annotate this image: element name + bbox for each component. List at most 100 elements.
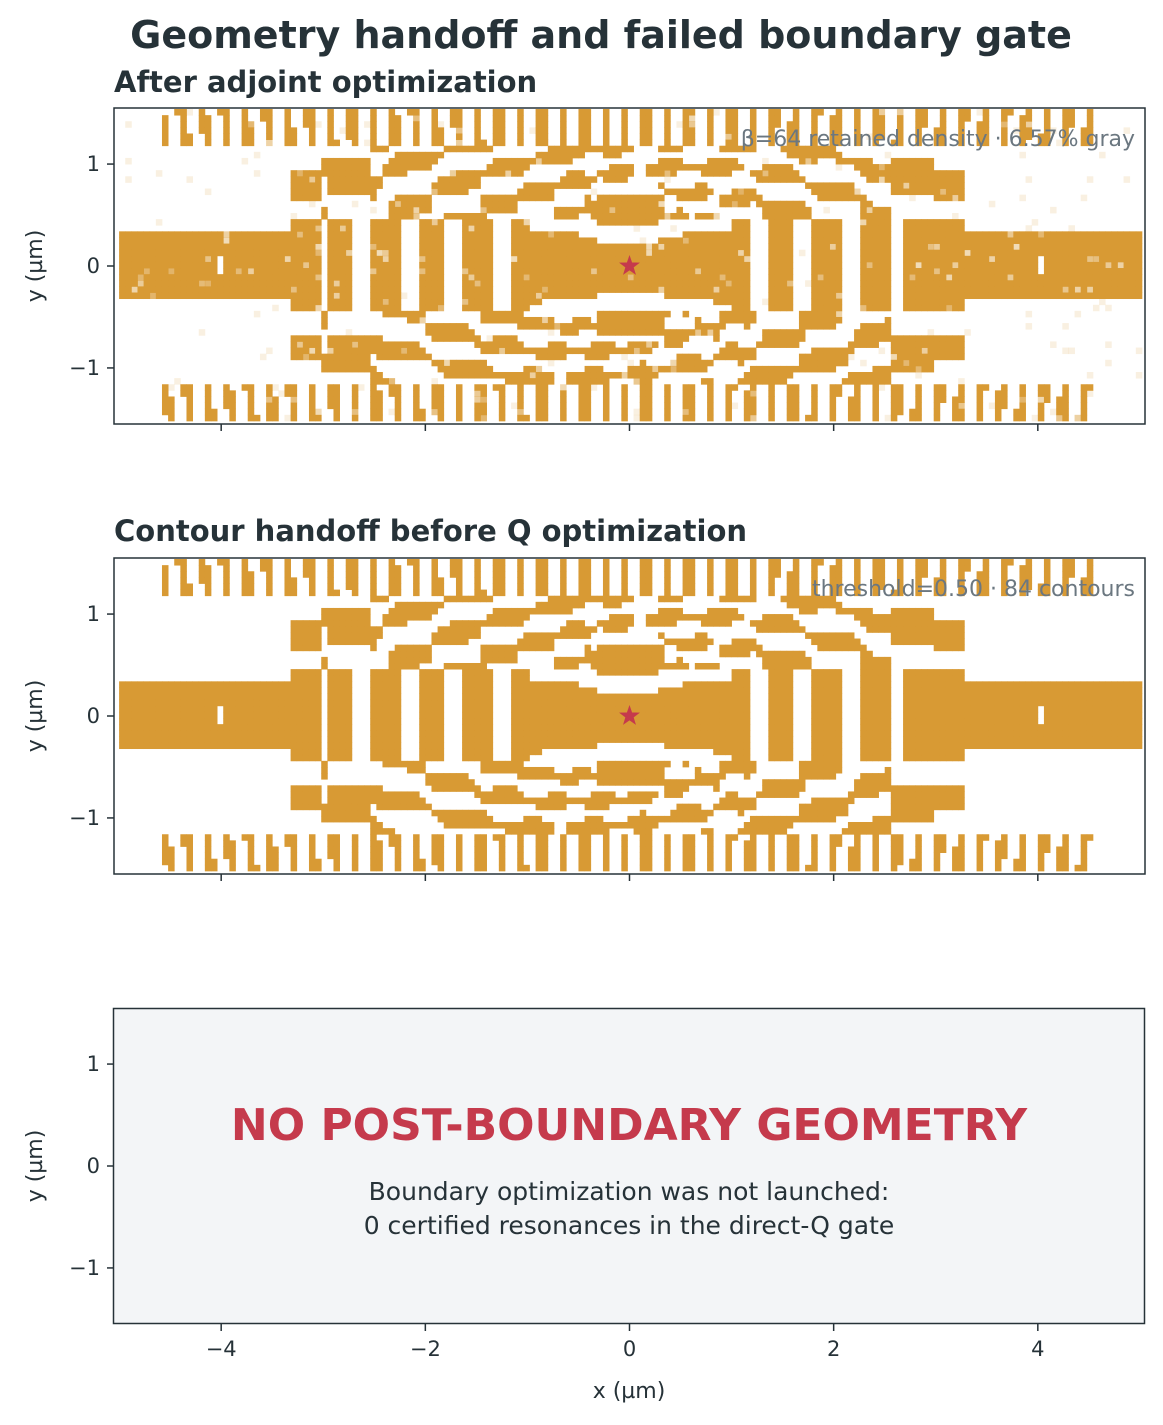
- geometry-cell: [676, 237, 683, 244]
- geometry-cell: [737, 194, 745, 202]
- geometry-cell: [345, 620, 353, 627]
- geometry-cell: [560, 133, 567, 140]
- geometry-cell: [259, 681, 267, 688]
- geometry-cell: [731, 109, 739, 116]
- geometry-cell: [903, 353, 910, 361]
- geometry-cell: [670, 286, 677, 293]
- geometry-cell: [370, 115, 377, 122]
- geometry-cell: [1074, 255, 1082, 263]
- geometry-cell: [406, 656, 414, 664]
- geometry-cell: [915, 292, 922, 300]
- geometry-cell: [229, 286, 236, 293]
- geometry-cell: [272, 304, 279, 312]
- geometry-cell: [302, 121, 310, 128]
- geometry-cell: [854, 127, 861, 134]
- geometry-cell: [872, 323, 879, 330]
- geometry-cell: [915, 280, 922, 287]
- geometry-cell: [768, 408, 775, 416]
- geometry-cell: [578, 139, 585, 147]
- geometry-cell: [388, 760, 396, 768]
- geometry-cell: [939, 109, 947, 116]
- geometry-cell: [119, 255, 126, 263]
- geometry-cell: [829, 151, 837, 159]
- geometry-cell: [884, 243, 892, 251]
- geometry-cell: [376, 280, 383, 287]
- geometry-cell: [835, 115, 843, 122]
- geometry-cell: [376, 754, 383, 762]
- geometry-cell: [253, 261, 261, 269]
- geometry-cell: [382, 292, 389, 300]
- geometry-cell: [958, 280, 965, 287]
- geometry-cell: [958, 378, 965, 385]
- geometry-cell: [155, 249, 163, 257]
- geometry-cell: [725, 384, 732, 391]
- geometry-cell: [933, 335, 941, 342]
- geometry-cell: [676, 121, 683, 128]
- geometry-cell: [413, 414, 420, 422]
- geometry-cell: [235, 261, 242, 269]
- geometry-cell: [872, 268, 879, 275]
- geometry-cell: [339, 292, 347, 300]
- geometry-cell: [345, 188, 353, 196]
- geometry-cell: [431, 329, 438, 336]
- geometry-cell: [370, 711, 377, 719]
- geometry-cell: [811, 268, 818, 275]
- geometry-cell: [1019, 127, 1026, 134]
- geometry-cell: [713, 286, 720, 293]
- geometry-cell: [768, 255, 775, 263]
- geometry-cell: [676, 335, 683, 342]
- geometry-cell: [161, 231, 169, 238]
- geometry-cell: [480, 225, 487, 232]
- geometry-cell: [345, 237, 353, 244]
- geometry-cell: [241, 127, 249, 134]
- binary-geometry: [119, 559, 1143, 872]
- geometry-cell: [462, 286, 469, 293]
- geometry-cell: [651, 268, 659, 275]
- geometry-cell: [762, 365, 769, 373]
- geometry-cell: [915, 219, 922, 226]
- geometry-cell: [125, 711, 132, 719]
- geometry-cell: [290, 274, 298, 281]
- geometry-cell: [443, 365, 451, 373]
- geometry-cell: [1050, 408, 1057, 416]
- geometry-cell: [400, 601, 408, 609]
- geometry-cell: [345, 632, 353, 639]
- geometry-cell: [480, 402, 487, 410]
- geometry-cell: [229, 736, 236, 743]
- geometry-cell: [737, 268, 745, 275]
- geometry-cell: [308, 705, 316, 713]
- geometry-cell: [688, 353, 696, 361]
- geometry-cell: [474, 255, 481, 263]
- geometry-cell: [517, 408, 524, 416]
- geometry-cell: [327, 736, 334, 743]
- geometry-cell: [860, 225, 867, 232]
- geometry-cell: [651, 323, 659, 330]
- geometry-cell: [290, 705, 298, 713]
- geometry-cell: [143, 681, 151, 688]
- geometry-cell: [725, 109, 732, 116]
- geometry-cell: [284, 724, 291, 731]
- geometry-cell: [474, 292, 481, 300]
- geometry-cell: [639, 359, 647, 367]
- geometry-cell: [774, 164, 781, 171]
- geometry-cell: [431, 632, 438, 639]
- geometry-cell: [437, 274, 445, 281]
- geometry-cell: [1068, 249, 1075, 257]
- geometry-cell: [1050, 127, 1057, 134]
- geometry-cell: [339, 797, 347, 805]
- geometry-cell: [431, 304, 438, 312]
- geometry-cell: [394, 353, 402, 361]
- geometry-cell: [333, 304, 340, 312]
- geometry-cell: [945, 304, 953, 312]
- geometry-cell: [394, 127, 402, 134]
- geometry-cell: [302, 194, 310, 202]
- geometry-cell: [235, 249, 242, 257]
- geometry-cell: [878, 219, 886, 226]
- geometry-cell: [223, 583, 230, 590]
- geometry-cell: [425, 261, 432, 269]
- geometry-cell: [590, 353, 598, 361]
- geometry-cell: [192, 705, 200, 713]
- geometry-cell: [339, 699, 347, 707]
- geometry-cell: [357, 809, 365, 817]
- geometry-cell: [927, 353, 935, 361]
